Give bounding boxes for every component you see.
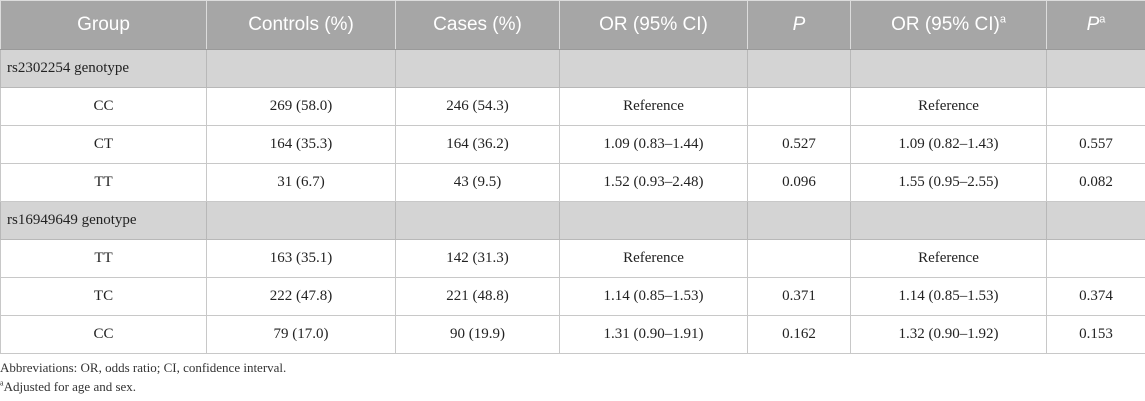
p-adjusted-cell: 0.374 <box>1046 277 1145 316</box>
or-ci-adjusted-cell: Reference <box>850 239 1047 278</box>
empty-cell <box>747 49 851 88</box>
group-row-rs2302254: rs2302254 genotype <box>0 49 1145 88</box>
adjusted-note-text: Adjusted for age and sex. <box>3 379 137 394</box>
controls-cell: 79 (17.0) <box>206 315 396 354</box>
controls-cell: 163 (35.1) <box>206 239 396 278</box>
genotype-cell: CC <box>0 87 207 126</box>
p-adjusted-cell: 0.082 <box>1046 163 1145 202</box>
header-row: Group Controls (%) Cases (%) OR (95% CI)… <box>0 0 1145 50</box>
cases-cell: 221 (48.8) <box>395 277 560 316</box>
header-group: Group <box>0 0 207 50</box>
group-label: rs2302254 genotype <box>0 49 207 88</box>
empty-cell <box>559 49 748 88</box>
group-label: rs16949649 genotype <box>0 201 207 240</box>
or-ci-cell: 1.14 (0.85–1.53) <box>559 277 748 316</box>
header-or-ci: OR (95% CI) <box>559 0 748 50</box>
empty-cell <box>850 201 1047 240</box>
cases-cell: 90 (19.9) <box>395 315 560 354</box>
p-adjusted-cell <box>1046 239 1145 278</box>
empty-cell <box>395 201 560 240</box>
header-p-adjusted-label: P <box>1086 14 1100 35</box>
empty-cell <box>1046 49 1145 88</box>
p-cell <box>747 87 851 126</box>
p-cell: 0.162 <box>747 315 851 354</box>
genotype-cell: CC <box>0 315 207 354</box>
controls-cell: 269 (58.0) <box>206 87 396 126</box>
p-adjusted-cell: 0.153 <box>1046 315 1145 354</box>
table-row: TT 31 (6.7) 43 (9.5) 1.52 (0.93–2.48) 0.… <box>0 163 1145 202</box>
footnote-marker: a <box>0 378 4 388</box>
or-ci-cell: 1.09 (0.83–1.44) <box>559 125 748 164</box>
or-ci-cell: Reference <box>559 239 748 278</box>
footnote-marker: a <box>1099 13 1106 26</box>
p-adjusted-cell: 0.557 <box>1046 125 1145 164</box>
or-ci-adjusted-cell: 1.55 (0.95–2.55) <box>850 163 1047 202</box>
or-ci-cell: Reference <box>559 87 748 126</box>
empty-cell <box>747 201 851 240</box>
genotype-table: Group Controls (%) Cases (%) OR (95% CI)… <box>0 0 1145 354</box>
header-cases: Cases (%) <box>395 0 560 50</box>
empty-cell <box>395 49 560 88</box>
table-row: TC 222 (47.8) 221 (48.8) 1.14 (0.85–1.53… <box>0 277 1145 316</box>
genotype-cell: TC <box>0 277 207 316</box>
empty-cell <box>206 201 396 240</box>
cases-cell: 142 (31.3) <box>395 239 560 278</box>
header-p: P <box>747 0 851 50</box>
empty-cell <box>1046 201 1145 240</box>
genotype-cell: CT <box>0 125 207 164</box>
header-p-adjusted: Pa <box>1046 0 1145 50</box>
table-row: TT 163 (35.1) 142 (31.3) Reference Refer… <box>0 239 1145 278</box>
controls-cell: 164 (35.3) <box>206 125 396 164</box>
controls-cell: 31 (6.7) <box>206 163 396 202</box>
or-ci-adjusted-cell: 1.14 (0.85–1.53) <box>850 277 1047 316</box>
table-footnotes: Abbreviations: OR, odds ratio; CI, confi… <box>0 358 286 396</box>
p-cell: 0.371 <box>747 277 851 316</box>
or-ci-cell: 1.31 (0.90–1.91) <box>559 315 748 354</box>
header-or-ci-adjusted: OR (95% CI)a <box>850 0 1047 50</box>
controls-cell: 222 (47.8) <box>206 277 396 316</box>
p-cell <box>747 239 851 278</box>
footnote-marker: a <box>999 13 1006 26</box>
cases-cell: 43 (9.5) <box>395 163 560 202</box>
table-row: CT 164 (35.3) 164 (36.2) 1.09 (0.83–1.44… <box>0 125 1145 164</box>
or-ci-adjusted-cell: Reference <box>850 87 1047 126</box>
p-cell: 0.096 <box>747 163 851 202</box>
table-row: CC 269 (58.0) 246 (54.3) Reference Refer… <box>0 87 1145 126</box>
abbreviations-note: Abbreviations: OR, odds ratio; CI, confi… <box>0 360 287 375</box>
or-ci-adjusted-cell: 1.32 (0.90–1.92) <box>850 315 1047 354</box>
empty-cell <box>850 49 1047 88</box>
genotype-cell: TT <box>0 239 207 278</box>
cases-cell: 164 (36.2) <box>395 125 560 164</box>
header-or-ci-adjusted-label: OR (95% CI) <box>891 14 1000 35</box>
adjusted-note: aAdjusted for age and sex. <box>0 377 286 396</box>
header-p-label: P <box>792 14 806 35</box>
cases-cell: 246 (54.3) <box>395 87 560 126</box>
group-row-rs16949649: rs16949649 genotype <box>0 201 1145 240</box>
p-adjusted-cell <box>1046 87 1145 126</box>
empty-cell <box>559 201 748 240</box>
or-ci-adjusted-cell: 1.09 (0.82–1.43) <box>850 125 1047 164</box>
empty-cell <box>206 49 396 88</box>
header-controls: Controls (%) <box>206 0 396 50</box>
or-ci-cell: 1.52 (0.93–2.48) <box>559 163 748 202</box>
p-cell: 0.527 <box>747 125 851 164</box>
genotype-cell: TT <box>0 163 207 202</box>
table-row: CC 79 (17.0) 90 (19.9) 1.31 (0.90–1.91) … <box>0 315 1145 354</box>
